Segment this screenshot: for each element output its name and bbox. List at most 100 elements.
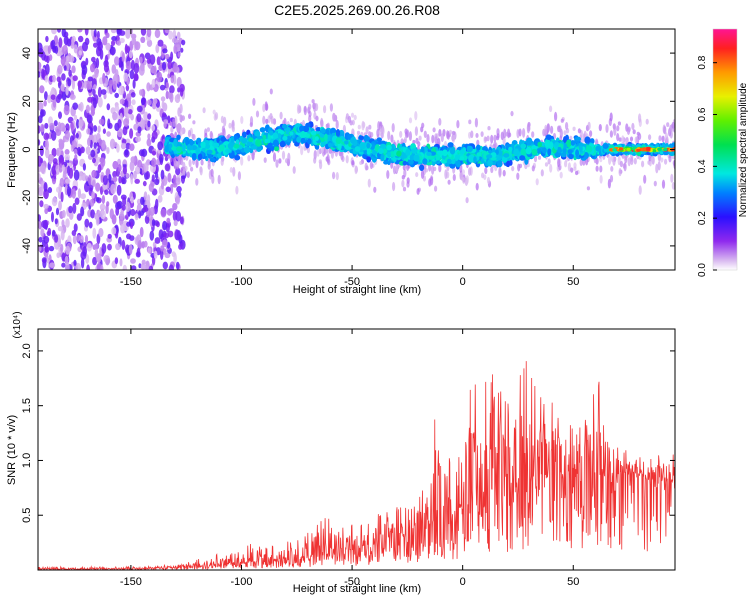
spectrogram-cell [81,64,88,76]
spectrogram-cell [116,200,123,209]
spectrogram-cell [619,160,624,168]
x-tick-label: 0 [460,576,466,588]
spectrogram-cell [84,235,89,244]
spectrogram-cell [75,132,79,139]
spectrogram-cell [505,132,509,137]
spectrogram-cell [140,262,146,270]
spectrogram-peak [663,148,668,152]
spectrogram-cell [367,178,371,188]
y-tick-label: 1.0 [21,453,33,468]
spectrogram-cell [607,178,612,189]
spectrogram-cell [631,122,635,131]
spectrogram-cell [62,44,68,55]
spectrogram-cell [416,188,420,195]
spectrogram-cell [235,185,239,195]
spectrogram-cell [206,149,213,155]
spectrogram-cell [64,130,70,140]
spectrogram-cell [320,133,325,138]
spectrogram-cell [70,39,75,49]
spectrogram-cell [567,149,573,154]
spectrogram-cell [49,154,55,161]
spectrogram-cell [111,227,117,235]
spectrogram-cell [60,229,65,241]
spectrogram-cell [172,175,176,184]
spectrogram-cell [570,167,574,173]
spectrogram-cell [114,92,119,99]
spectrogram-cell [93,42,98,48]
spectrogram-cell [531,131,535,138]
spectrogram-cell [97,41,103,52]
spectrogram-cell [80,193,86,200]
spectrogram-cell [272,132,278,139]
spectrogram-cell [86,83,91,90]
spectrogram-cell [476,152,482,157]
spectrogram-cell [484,167,488,175]
spectrogram-cell [92,179,96,187]
spectrogram-cell [451,134,456,143]
spectrogram-cell [460,149,465,155]
spectrogram-cell [376,128,380,138]
spectrogram-cell [602,144,609,149]
spectrogram-cell [111,64,117,74]
spectrogram-cell [107,118,111,129]
spectrogram-cell [58,111,62,119]
spectrogram-cell [130,173,134,185]
spectrogram-cell [613,126,617,136]
spectrogram-cell [119,258,123,267]
spectrogram-cell [633,157,637,165]
spectrogram-cell [103,63,110,73]
y-tick-label: 2.0 [21,343,33,358]
colorbar-tick-label: 0.4 [697,159,708,173]
spectrogram-cell [599,157,603,163]
spectrogram-cell [220,158,224,166]
spectrogram-cell [100,210,106,220]
spectrogram-cell [99,203,106,211]
spectrogram-cell [176,177,181,186]
spectrogram-cell [69,94,76,100]
spectrogram-cell [241,137,248,144]
spectrogram-cell [655,163,659,174]
spectrogram-cell [406,129,410,138]
spectrogram-cell [440,133,444,143]
spectrogram-cell [76,118,80,129]
spectrogram-cell [573,162,577,169]
spectrogram-cell [599,165,603,173]
spectrogram-cell [171,251,176,258]
spectrogram-cell [446,158,452,164]
spectrogram-cell [63,65,67,71]
spectrogram-cell [415,172,419,178]
snr-panel: -150 -100 -50 0 500.51.01.52.0 Height of str… [6,311,676,595]
spectrogram-cell [114,257,119,265]
spectrogram-cell [168,30,174,40]
spectrogram-cell [126,93,132,102]
spectrogram-cell [172,203,178,211]
spectrogram-cell [65,178,71,184]
spectrogram-cell [305,133,310,138]
spectrogram-cell [218,144,225,152]
spectrogram-cell [456,120,460,129]
spectrogram-cell [161,100,165,109]
spectrogram-cell [579,145,583,153]
spectrogram-cell [120,223,126,234]
spectrogram-cell [86,128,91,135]
spectrogram-cell [162,61,167,71]
spectrogram-cell [149,54,156,65]
spectrogram-cell [38,155,42,167]
spectrogram-cell [41,68,45,79]
spectrogram-cell [169,85,175,94]
spectrogram-cell [72,234,77,245]
spectrogram-cell [51,130,57,141]
spectrogram-cell [285,158,289,164]
spectrogram-cell [128,109,133,115]
spectrogram-cell [131,99,136,106]
spectrogram-cell [622,163,626,169]
spectrogram-ylabel: Frequency (Hz) [6,112,18,188]
spectrogram-cell [44,75,49,83]
spectrogram-cell [300,145,304,156]
spectrogram-cell [38,220,43,230]
spectrogram-cell [403,136,407,143]
spectrogram-cell [124,43,128,55]
spectrogram-cell [114,104,120,112]
spectrogram-cell [95,242,99,250]
spectrogram-cell [44,246,50,253]
